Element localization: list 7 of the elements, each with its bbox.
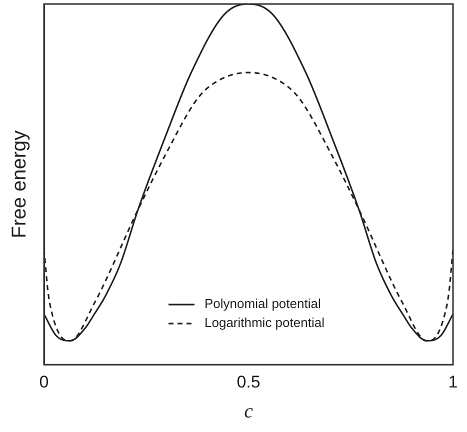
x-axis-title: c <box>244 400 254 422</box>
x-tick-label: 0 <box>39 372 49 392</box>
legend-label: Logarithmic potential <box>204 315 325 330</box>
x-tick-label: 0.5 <box>236 372 260 392</box>
y-axis-title: Free energy <box>8 130 31 238</box>
x-tick-label: 1 <box>448 372 458 392</box>
legend-label: Polynomial potential <box>204 296 321 312</box>
